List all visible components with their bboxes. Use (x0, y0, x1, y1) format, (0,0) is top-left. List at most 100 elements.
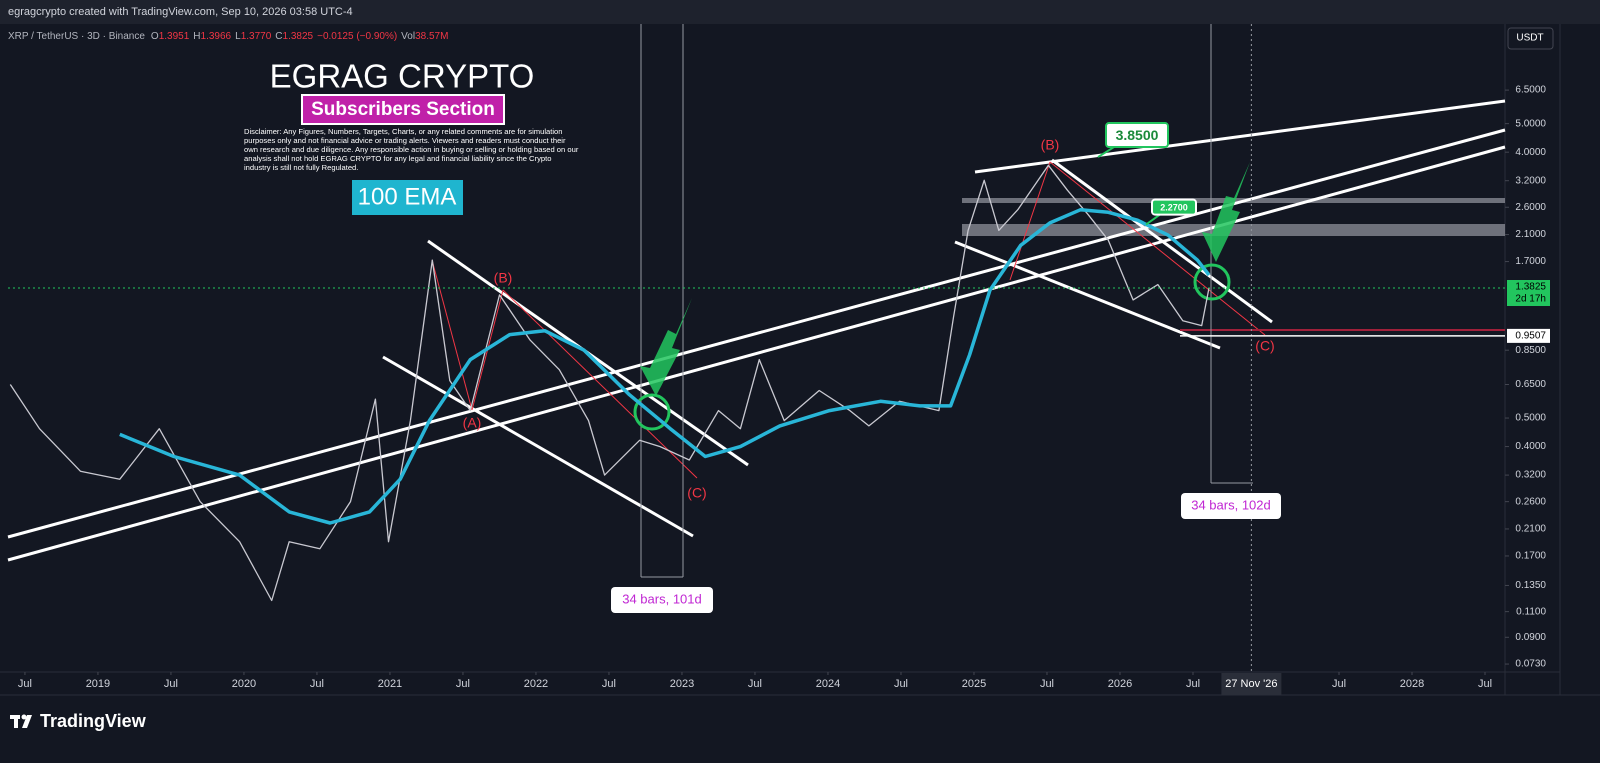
logo-shape (14, 715, 18, 728)
overlay: EGRAG CRYPTO Subscribers Section Disclai… (8, 27, 1554, 695)
y-tick-label: 0.2100 (1515, 524, 1546, 535)
target-box (1151, 198, 1197, 216)
y-tick-label: 0.1350 (1515, 580, 1546, 591)
y-tick-label: 2.6000 (1515, 202, 1546, 213)
logo-text: TradingView (40, 711, 147, 731)
disclaimer: Disclaimer: Any Figures, Numbers, Target… (244, 127, 579, 172)
x-tick-label: 2021 (378, 678, 402, 690)
x-tick-label: 2023 (670, 678, 694, 690)
x-tick-label: Jul (1186, 678, 1200, 690)
x-tick-label: Jul (748, 678, 762, 690)
logo-shape (21, 714, 27, 720)
trend-line (7, 145, 1506, 562)
x-tick-label: 2026 (1108, 678, 1132, 690)
highlight-circle (633, 393, 671, 431)
crosshair-label: 27 Nov '26 (1225, 678, 1277, 690)
x-tick-label: 2022 (524, 678, 548, 690)
ohlc-key: H (193, 31, 200, 42)
target-label: 3.8500 (1116, 127, 1159, 143)
ohlc-value: 1.3966 (201, 31, 232, 42)
y-tick-label: 0.1100 (1516, 606, 1546, 617)
arrow (1202, 162, 1250, 262)
y-tick-label: 0.0730 (1515, 659, 1546, 670)
y-tick-label: 1.7000 (1515, 256, 1546, 267)
y-tick-label: 4.0000 (1515, 147, 1546, 158)
y-tick-label: 0.1700 (1515, 551, 1546, 562)
y-tick-label: 3.2000 (1515, 175, 1546, 186)
level-box (1507, 328, 1550, 343)
highlight-circle (1193, 263, 1231, 301)
wave-line (1009, 161, 1051, 281)
wave-lines (431, 161, 1266, 479)
wave-label: (B) (494, 270, 513, 286)
wave-line (1049, 161, 1266, 336)
target-pointer (1145, 213, 1161, 226)
indicator-box (352, 180, 463, 215)
x-tick-label: Jul (602, 678, 616, 690)
measure-box (611, 587, 713, 613)
x-tick-label: Jul (18, 678, 32, 690)
wave-label: (A) (463, 415, 482, 431)
trend-line (7, 128, 1506, 539)
x-tick-label: Jul (310, 678, 324, 690)
wave-line (502, 289, 698, 479)
x-tick-label: Jul (456, 678, 470, 690)
y-tick-label: 0.4000 (1515, 441, 1546, 452)
change: −0.0125 (−0.90%) (317, 31, 397, 42)
price-line (9, 164, 1210, 602)
symbol: XRP / TetherUS · 3D · Binance (8, 31, 145, 42)
y-tick-label: 2.1000 (1515, 229, 1546, 240)
x-tick-label: 2024 (816, 678, 840, 690)
y-tick-label: 0.0900 (1515, 632, 1546, 643)
x-tick-label: 2020 (232, 678, 256, 690)
crosshair-box (1221, 673, 1282, 695)
trend-line (974, 99, 1506, 174)
chart-title: EGRAG CRYPTO (270, 58, 535, 95)
indicator-label: 100 EMA (358, 183, 457, 210)
countdown: 2d 17h (1515, 294, 1546, 305)
x-tick-label: Jul (894, 678, 908, 690)
trend-line (954, 240, 1221, 350)
currency-box (1507, 27, 1554, 50)
y-tick-label: 0.2600 (1515, 496, 1546, 507)
x-tick-label: Jul (1478, 678, 1492, 690)
ema-line (119, 207, 1211, 525)
y-tick-label: 0.6500 (1515, 379, 1546, 390)
level-label: 0.9507 (1515, 331, 1546, 342)
x-tick-label: 2028 (1400, 678, 1424, 690)
y-tick-label: 0.3200 (1515, 470, 1546, 481)
wave-label: (B) (1041, 137, 1060, 153)
plot (8, 24, 1505, 672)
measure-label: 34 bars, 102d (1191, 497, 1271, 512)
logo-shape (22, 715, 32, 728)
wave-line (431, 259, 473, 411)
volume-key: Vol (401, 31, 415, 42)
currency: USDT (1516, 33, 1543, 44)
logo: TradingView (10, 711, 147, 731)
ohlc-value: 1.3770 (241, 31, 272, 42)
price-box (1507, 280, 1550, 307)
ohlc-key: C (275, 31, 282, 42)
ohlc-value: 1.3951 (159, 31, 190, 42)
legend: XRP / TetherUS · 3D · Binance O1.3951 H1.3… (8, 31, 448, 42)
wave-label: (C) (1255, 338, 1274, 354)
top-bar (0, 0, 1600, 24)
y-tick-label: 0.8500 (1515, 345, 1546, 356)
x-tick-label: Jul (1332, 678, 1346, 690)
y-tick-label: 6.5000 (1515, 85, 1546, 96)
target-box (1105, 122, 1169, 149)
y-tick-label: 0.5000 (1515, 413, 1546, 424)
wave-label: (C) (687, 485, 706, 501)
target-label: 2.2700 (1160, 202, 1188, 212)
trend-line (1051, 158, 1273, 324)
measure-label: 34 bars, 101d (622, 591, 702, 606)
x-tick-label: Jul (1040, 678, 1054, 690)
volume-value: 38.57M (415, 31, 448, 42)
target-pointer (1097, 146, 1115, 158)
subtitle-box (301, 94, 505, 125)
ohlc-value: 1.3825 (283, 31, 314, 42)
ohlc-key: L (235, 31, 241, 42)
